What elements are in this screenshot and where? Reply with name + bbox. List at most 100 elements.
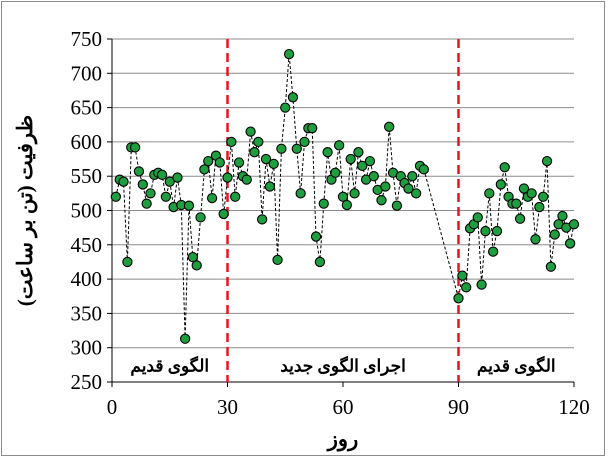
data-point <box>129 142 141 153</box>
data-point <box>407 171 418 182</box>
data-point <box>541 155 553 167</box>
data-point <box>230 191 241 202</box>
data-point <box>164 176 175 187</box>
data-point <box>480 225 491 237</box>
data-point <box>476 279 487 290</box>
data-point <box>226 136 237 148</box>
data-point <box>380 181 391 192</box>
data-point <box>518 183 530 194</box>
data-point <box>330 167 341 178</box>
data-point <box>260 153 272 165</box>
data-point <box>268 158 279 170</box>
data-point <box>183 200 195 211</box>
data-point <box>187 251 198 263</box>
x-tick-label: 90 <box>448 395 469 419</box>
data-point <box>141 198 152 209</box>
data-point <box>568 219 580 230</box>
data-point <box>137 179 148 190</box>
data-point <box>145 188 156 199</box>
data-point <box>457 270 468 281</box>
data-point <box>203 155 214 167</box>
data-point <box>172 172 183 183</box>
gridlines <box>112 38 574 383</box>
data-point <box>191 260 202 271</box>
data-point <box>283 48 295 60</box>
data-point <box>368 171 379 182</box>
data-point <box>376 195 387 206</box>
data-point <box>245 126 256 137</box>
x-tick-labels: 0 30 60 90 120 <box>107 395 590 419</box>
data-point <box>530 234 541 245</box>
data-point <box>357 160 368 172</box>
y-axis-label: ظرفیت (تن بر ساعت) <box>13 115 38 306</box>
data-point <box>565 238 576 249</box>
data-point <box>218 208 229 220</box>
data-point <box>403 183 414 194</box>
data-point <box>314 256 326 268</box>
data-point <box>195 212 206 223</box>
data-point <box>291 143 302 154</box>
y-tick-label: 350 <box>71 301 103 325</box>
data-point <box>318 198 329 209</box>
data-point <box>557 210 568 222</box>
y-tick-label: 250 <box>71 370 103 394</box>
phase-annotation: الگوی قدیم <box>477 356 556 377</box>
y-tick-label: 300 <box>71 336 103 360</box>
data-point <box>534 201 545 213</box>
data-point <box>206 193 218 204</box>
y-tick-label: 700 <box>71 61 103 85</box>
data-point <box>345 153 356 165</box>
y-tick-label: 600 <box>71 130 103 154</box>
data-point <box>272 254 283 266</box>
y-tick-label: 450 <box>71 233 103 257</box>
data-point <box>322 147 333 158</box>
y-tick-label: 750 <box>71 27 103 51</box>
data-points <box>110 48 580 344</box>
data-point <box>526 188 537 199</box>
data-point <box>333 140 345 151</box>
data-point <box>364 155 376 167</box>
data-point <box>472 212 483 223</box>
data-point <box>349 188 360 199</box>
data-point <box>118 176 129 187</box>
data-point <box>110 191 121 202</box>
x-axis-label: روز <box>326 427 358 452</box>
data-point <box>410 188 422 199</box>
data-point <box>276 143 287 154</box>
data-point <box>122 256 133 268</box>
phase-dividers <box>226 39 460 382</box>
data-point <box>253 136 264 148</box>
data-point <box>495 179 506 190</box>
data-point <box>384 121 395 132</box>
data-point <box>337 191 349 202</box>
phase-annotation: اجرای الگوی جدید <box>280 356 406 377</box>
data-point <box>264 181 275 192</box>
data-point <box>484 188 495 199</box>
data-point <box>461 282 472 293</box>
data-point <box>549 229 560 240</box>
data-point <box>545 261 557 272</box>
data-point <box>511 198 522 209</box>
data-point <box>256 214 268 225</box>
data-point <box>222 172 233 183</box>
data-point <box>295 188 306 199</box>
data-point <box>341 199 352 211</box>
data-point <box>133 166 145 177</box>
data-point <box>249 147 260 158</box>
data-point <box>499 162 510 173</box>
data-point <box>241 174 252 185</box>
y-tick-label: 650 <box>71 96 103 120</box>
data-point <box>160 191 172 202</box>
data-point <box>487 246 499 257</box>
axes <box>107 38 575 387</box>
x-tick-label: 120 <box>558 395 590 419</box>
data-point <box>453 293 464 304</box>
data-point <box>156 169 168 180</box>
data-point <box>214 157 225 168</box>
data-point <box>233 157 245 168</box>
data-point <box>199 164 210 175</box>
phase-annotation: الگوی قدیم <box>130 356 209 377</box>
x-tick-label: 30 <box>217 395 238 419</box>
